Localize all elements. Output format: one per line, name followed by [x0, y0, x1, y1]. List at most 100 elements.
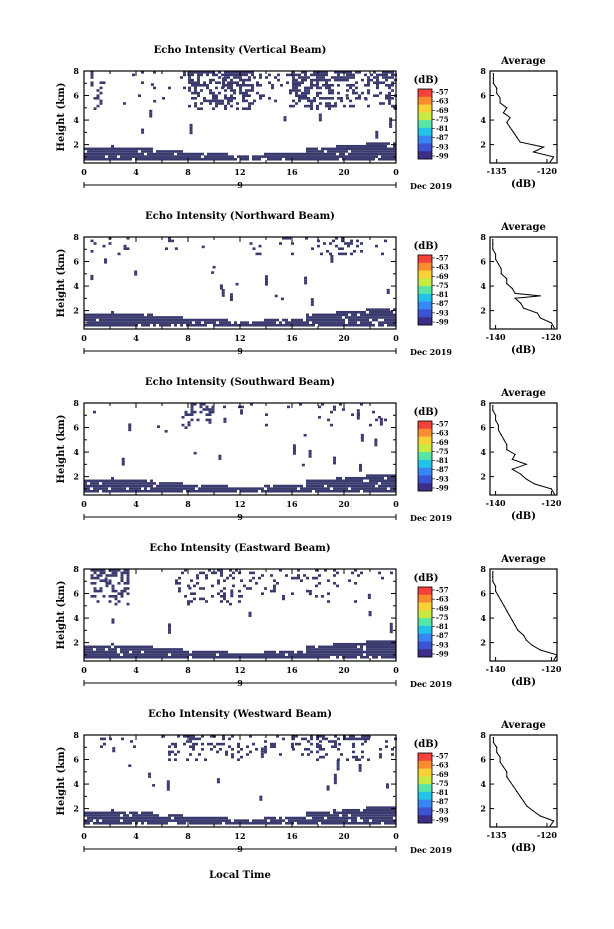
echo-cell [259, 84, 262, 87]
echo-cell [203, 81, 206, 84]
echo-cell [165, 648, 168, 651]
echo-cell [337, 91, 340, 95]
echo-cell [93, 97, 97, 100]
echo-cell [230, 86, 233, 90]
echo-cell [285, 152, 288, 156]
echo-cell [201, 152, 204, 156]
echo-cell [360, 648, 363, 651]
echo-cell [276, 655, 279, 659]
colorbar-tick-label: -57 [436, 254, 449, 263]
echo-cell [390, 316, 393, 319]
echo-cell [325, 73, 328, 77]
echo-cell [99, 484, 102, 488]
echo-cell [393, 645, 396, 649]
echo-cell [126, 821, 129, 825]
echo-cell [135, 484, 138, 488]
echo-cell [372, 487, 375, 490]
echo-cell [108, 313, 111, 317]
profile-point [549, 825, 551, 827]
echo-cell [390, 653, 393, 656]
day-label: 9 [237, 512, 243, 522]
echo-cell [333, 152, 336, 156]
echo-cell [261, 592, 264, 595]
echo-cell [144, 323, 147, 327]
profile-title: Average [500, 56, 546, 67]
echo-cell [273, 323, 276, 327]
echo-cell [318, 157, 321, 161]
echo-cell [196, 574, 199, 577]
echo-cell [300, 821, 303, 825]
echo-cell [96, 147, 99, 151]
echo-cell [245, 91, 248, 95]
echo-cell [216, 780, 220, 784]
echo-cell [141, 155, 144, 158]
echo-cell [393, 152, 396, 156]
echo-cell [198, 152, 201, 156]
profile-y-tick-label: 8 [480, 66, 486, 76]
echo-cell [111, 819, 114, 822]
echo-cell [147, 323, 150, 327]
echo-cell [333, 157, 336, 161]
echo-cell [301, 463, 305, 467]
echo-cell [375, 808, 378, 812]
echo-cell [159, 816, 162, 820]
echo-cell [191, 73, 194, 77]
echo-cell [99, 150, 102, 153]
echo-cell [331, 740, 334, 743]
echo-cell [114, 574, 118, 577]
echo-cell [183, 650, 186, 654]
echo-cell [336, 476, 339, 480]
echo-cell [258, 252, 262, 256]
echo-cell [334, 745, 337, 748]
colorbar-tick-label: -99 [436, 650, 449, 659]
echo-cell [381, 310, 384, 314]
profile-point [496, 751, 498, 753]
echo-cell [126, 648, 129, 651]
echo-cell [120, 318, 123, 322]
echo-cell [240, 409, 244, 412]
echo-cell [321, 321, 324, 324]
echo-cell [90, 323, 93, 327]
echo-cell [135, 648, 138, 651]
profile-point [492, 580, 494, 582]
echo-cell [198, 321, 201, 324]
echo-cell [261, 574, 264, 577]
echo-cell [249, 323, 252, 327]
echo-cell [255, 489, 258, 493]
profile-point [520, 302, 522, 304]
echo-cell [162, 484, 165, 488]
profile-point [525, 478, 527, 480]
echo-cell [175, 579, 178, 582]
echo-cell [96, 155, 99, 158]
echo-cell [346, 89, 349, 92]
echo-cell [241, 405, 244, 409]
echo-cell [207, 484, 210, 488]
echo-cell [318, 321, 321, 324]
echo-cell [282, 484, 285, 488]
echo-cell [248, 102, 251, 105]
echo-cell [217, 569, 220, 572]
echo-cell [114, 484, 117, 488]
echo-cell [279, 157, 282, 161]
echo-cell [378, 489, 381, 493]
echo-cell [381, 806, 384, 809]
echo-cell [252, 487, 255, 490]
echo-cell [230, 78, 233, 82]
heatmap-cells [84, 237, 396, 327]
echo-cell [354, 808, 357, 812]
echo-cell [219, 489, 222, 493]
echo-cell [114, 313, 117, 317]
echo-cell [393, 144, 396, 148]
echo-cell [337, 78, 340, 82]
echo-cell [387, 474, 390, 477]
echo-cell [303, 433, 307, 437]
echo-cell [144, 648, 147, 651]
echo-cell [369, 323, 372, 327]
echo-cell [249, 487, 252, 490]
profile-y-tick-label: 2 [480, 472, 486, 482]
echo-cell [375, 310, 378, 314]
echo-cell [222, 655, 225, 659]
profile-title: Average [500, 554, 546, 565]
colorbar-tick-label: -63 [436, 595, 449, 604]
colorbar-tick-label: -69 [436, 604, 449, 613]
